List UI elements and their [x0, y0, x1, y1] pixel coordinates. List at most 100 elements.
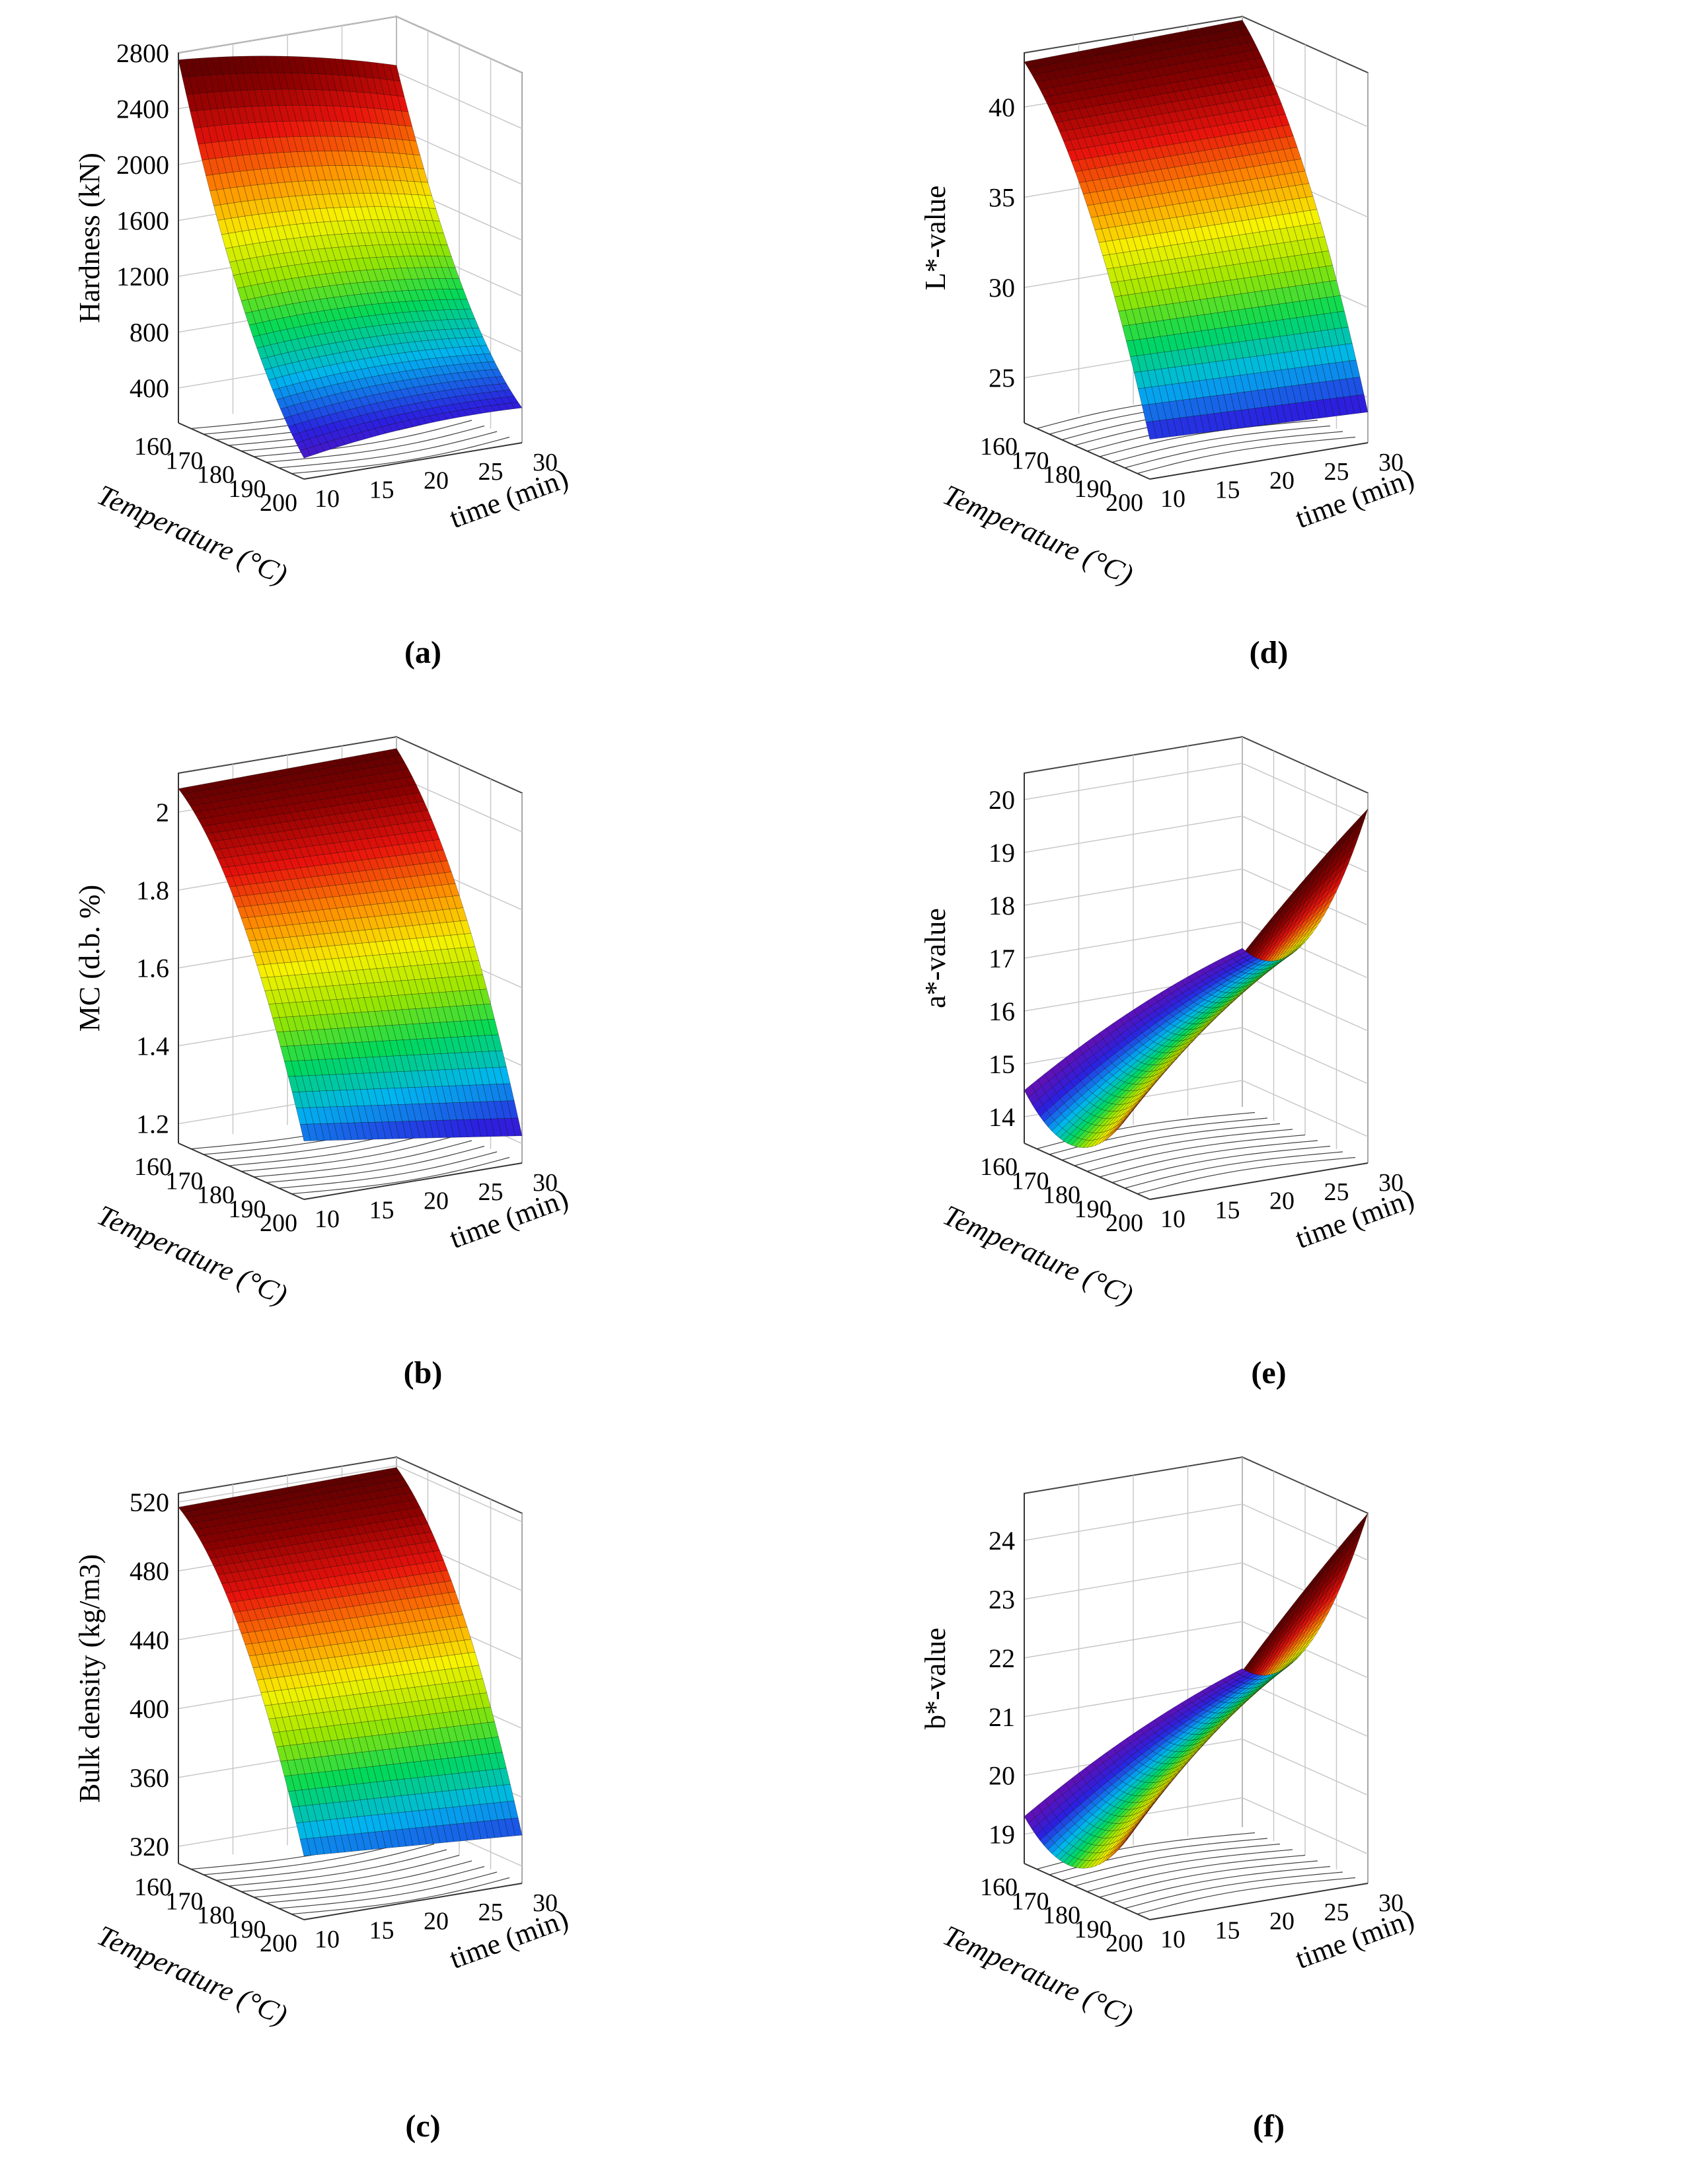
- axes: [178, 773, 523, 1200]
- y-tick-label-0: 10: [315, 485, 340, 513]
- y-tick-label-1: 15: [369, 476, 395, 504]
- floor-contour-7: [266, 1145, 485, 1184]
- panel-caption-b: (b): [403, 1355, 443, 1390]
- z-tick-label-6: 2800: [116, 38, 169, 68]
- y-tick-label-4: 30: [1378, 449, 1404, 476]
- x-axis-line: [178, 422, 305, 480]
- surface-mesh: [1024, 20, 1369, 440]
- chart-panel-a: 400 800 1200 1600 2000 2400 2800 160 170 180 190 20…: [13, 0, 833, 714]
- z-tick-label-3: 1600: [116, 206, 169, 236]
- y-tick-label-2: 20: [424, 1187, 449, 1215]
- floor-contour-6: [1099, 1140, 1318, 1178]
- x-tick-label-0: 160: [134, 433, 172, 461]
- surface-mesh: [178, 748, 523, 1141]
- z-tick-label-3: 1.8: [136, 876, 169, 905]
- z-tick-label-6: 20: [989, 785, 1015, 815]
- z-tick-label-3: 17: [989, 944, 1015, 973]
- x-tick-label-3: 190: [1074, 475, 1112, 503]
- x-tick-label-3: 190: [229, 1195, 266, 1223]
- x-tick-label-0: 160: [980, 433, 1018, 461]
- y-tick-label-4: 30: [533, 449, 558, 476]
- panel-caption-e: (e): [1251, 1355, 1287, 1390]
- z-tick-label-4: 18: [989, 891, 1015, 921]
- x-tick-label-3: 190: [1074, 1195, 1112, 1223]
- y-axis-title: time (min): [1291, 1182, 1418, 1255]
- y-axis-line: [303, 442, 523, 480]
- surface-mesh: [178, 1467, 523, 1856]
- floor-contour-8: [1124, 431, 1343, 469]
- x-tick-label-0: 160: [134, 1153, 172, 1181]
- z-tick-label-2: 35: [989, 183, 1015, 213]
- y-tick-label-0: 10: [1160, 485, 1185, 513]
- z-tick-label-0: 1.2: [136, 1110, 169, 1139]
- x-axis-line: [1024, 422, 1150, 480]
- grid-z-5: [1024, 815, 1369, 873]
- z-tick-label-4: 2000: [116, 150, 169, 180]
- surface-mesh: [178, 56, 523, 459]
- floor-contours: [1036, 1111, 1356, 1195]
- floor-contour-7: [266, 425, 485, 463]
- x-tick-label-4: 200: [260, 1209, 297, 1237]
- y-tick-label-2: 20: [424, 467, 449, 495]
- x-tick-label-2: 180: [1043, 1182, 1080, 1209]
- x-tick-label-3: 190: [229, 475, 266, 503]
- y-tick-label-3: 25: [478, 1178, 504, 1206]
- surface-cell: [389, 748, 401, 757]
- y-axis-title: time (min): [445, 1182, 572, 1255]
- x-tick-label-1: 170: [166, 447, 204, 474]
- x-tick-label-4: 200: [260, 489, 297, 517]
- y-tick-label-0: 10: [1160, 1205, 1185, 1233]
- floor-contour-6: [253, 420, 472, 457]
- z-tick-label-0: 14: [989, 1102, 1015, 1132]
- axes: [1024, 773, 1369, 1200]
- y-tick-label-2: 20: [1269, 467, 1295, 495]
- floor-contour-9: [291, 436, 510, 474]
- floor-contour-9: [1137, 1156, 1356, 1195]
- z-tick-label-1: 15: [989, 1049, 1015, 1079]
- x-tick-label-1: 170: [1012, 1167, 1049, 1195]
- grid-z-3: [1024, 921, 1369, 979]
- y-tick-label-1: 15: [1215, 476, 1240, 504]
- y-axis-title: time (min): [445, 462, 572, 535]
- z-axis-title: Hardness (kN): [73, 153, 106, 323]
- floor-contour-5: [241, 1854, 460, 1893]
- panel-caption-a: (a): [404, 635, 441, 670]
- x-tick-label-4: 200: [1106, 1209, 1143, 1237]
- z-tick-label-3: 40: [989, 93, 1015, 122]
- floor-contour-5: [241, 1134, 460, 1172]
- floor-contour-9: [1137, 436, 1356, 474]
- floor-contour-7: [1111, 425, 1331, 463]
- floor-contour-8: [278, 431, 498, 469]
- chart-panel-c: 320 360 400 440 480 520 160 170 180 190 200 10 15 20 2…: [13, 1441, 833, 2154]
- x-tick-label-1: 170: [166, 1167, 204, 1195]
- y-tick-label-3: 25: [1324, 458, 1349, 486]
- y-tick-label-4: 30: [533, 1169, 558, 1197]
- y-axis-line: [1149, 442, 1369, 480]
- floor-contour-6: [1099, 420, 1318, 457]
- floor-contour-8: [278, 1151, 498, 1189]
- chart-panel-b: 1.2 1.4 1.6 1.8 2 160 170 180 190 200 10 15 20 25 30 MC…: [13, 720, 833, 1434]
- x-tick-label-2: 180: [1043, 461, 1080, 489]
- z-tick-label-2: 1200: [116, 262, 169, 291]
- surface-cell: [1235, 948, 1247, 956]
- z-tick-label-2: 16: [989, 997, 1015, 1026]
- grid-z-6: [1024, 763, 1369, 820]
- floor-contour-7: [1111, 1145, 1331, 1184]
- floor-contour-7: [266, 1865, 485, 1904]
- chart-panel-d: 25 30 35 40 160 170 180 190 200 10 15 20 25 30 L*-valu…: [859, 0, 1678, 714]
- y-axis-title: time (min): [1291, 462, 1418, 535]
- z-tick-label-5: 19: [989, 838, 1015, 868]
- x-tick-label-2: 180: [197, 1182, 235, 1209]
- x-axis-line: [1024, 1143, 1150, 1200]
- z-tick-label-1: 30: [989, 273, 1015, 303]
- surface-plot-a: 4008001200160020002400280016017018019020…: [73, 15, 572, 591]
- axes: [1024, 53, 1369, 480]
- z-tick-label-1: 800: [130, 318, 169, 348]
- x-tick-label-4: 200: [1106, 489, 1143, 517]
- chart-panel-e: 14 15 16 17 18 19 20 160 170 180 190 200 10 15 20 25 30 a…: [859, 720, 1678, 1434]
- floor-contour-8: [1124, 1151, 1343, 1189]
